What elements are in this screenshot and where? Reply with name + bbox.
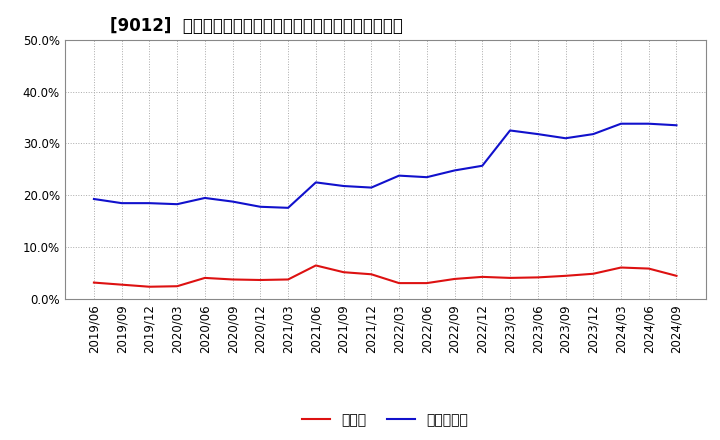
現預金 bbox=[284, 277, 292, 282]
現預金 bbox=[312, 263, 320, 268]
有利子負債 bbox=[505, 128, 514, 133]
現預金 bbox=[423, 280, 431, 286]
有利子負債 bbox=[644, 121, 653, 126]
現預金 bbox=[145, 284, 154, 290]
現預金 bbox=[644, 266, 653, 271]
有利子負債 bbox=[117, 201, 126, 206]
現預金 bbox=[201, 275, 210, 281]
現預金 bbox=[339, 270, 348, 275]
現預金 bbox=[367, 271, 376, 277]
有利子負債 bbox=[89, 196, 98, 202]
有利子負債 bbox=[395, 173, 403, 178]
Line: 有利子負債: 有利子負債 bbox=[94, 124, 677, 208]
有利子負債 bbox=[339, 183, 348, 189]
現預金 bbox=[89, 280, 98, 285]
有利子負債 bbox=[672, 123, 681, 128]
有利子負債 bbox=[561, 136, 570, 141]
有利子負債 bbox=[312, 180, 320, 185]
有利子負債 bbox=[478, 163, 487, 169]
有利子負債 bbox=[589, 132, 598, 137]
有利子負債 bbox=[367, 185, 376, 190]
有利子負債 bbox=[284, 205, 292, 210]
現預金 bbox=[228, 277, 237, 282]
Line: 現預金: 現預金 bbox=[94, 265, 677, 287]
有利子負債 bbox=[173, 202, 181, 207]
有利子負債 bbox=[228, 199, 237, 204]
現預金 bbox=[395, 280, 403, 286]
現預金 bbox=[256, 277, 265, 282]
現預金 bbox=[534, 275, 542, 280]
有利子負債 bbox=[423, 175, 431, 180]
現預金 bbox=[117, 282, 126, 287]
有利子負債 bbox=[256, 204, 265, 209]
現預金 bbox=[561, 273, 570, 279]
Text: [9012]  現預金、有利子負債の総資産に対する比率の推移: [9012] 現預金、有利子負債の総資産に対する比率の推移 bbox=[109, 17, 402, 35]
現預金 bbox=[616, 265, 625, 270]
現預金 bbox=[505, 275, 514, 281]
現預金 bbox=[672, 273, 681, 279]
有利子負債 bbox=[450, 168, 459, 173]
現預金 bbox=[478, 274, 487, 279]
現預金 bbox=[589, 271, 598, 276]
現預金 bbox=[450, 276, 459, 282]
有利子負債 bbox=[534, 132, 542, 137]
有利子負債 bbox=[201, 195, 210, 201]
Legend: 現預金, 有利子負債: 現預金, 有利子負債 bbox=[302, 413, 468, 427]
現預金 bbox=[173, 284, 181, 289]
有利子負債 bbox=[145, 201, 154, 206]
有利子負債 bbox=[616, 121, 625, 126]
